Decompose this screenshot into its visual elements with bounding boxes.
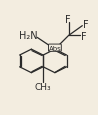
FancyBboxPatch shape: [48, 45, 61, 52]
Text: F: F: [81, 32, 87, 42]
Text: H₂N: H₂N: [19, 31, 38, 41]
Text: Abs: Abs: [49, 45, 61, 51]
Text: CH₃: CH₃: [35, 82, 51, 91]
Text: F: F: [83, 20, 89, 29]
Text: F: F: [65, 15, 70, 25]
